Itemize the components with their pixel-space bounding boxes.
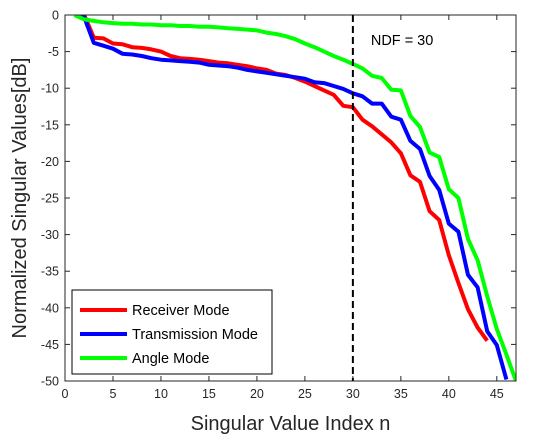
y-tick-label: -25	[41, 192, 59, 206]
y-tick-label: -50	[41, 375, 59, 389]
y-tick-label: -5	[48, 45, 59, 59]
legend-label-transmission-mode: Transmission Mode	[132, 327, 258, 343]
y-tick-label: -20	[41, 155, 59, 169]
y-tick-label: -15	[41, 118, 59, 132]
x-tick-label: 5	[110, 387, 117, 401]
ticks-layer: 0 5 10 15 20 25 30 35 40 45 0 -5 -10 -15 -20 -25 -30 -35 -…	[41, 9, 516, 401]
y-tick-label: -10	[41, 82, 59, 96]
series-line-transmission-mode	[74, 15, 509, 381]
x-tick-label: 20	[250, 387, 264, 401]
y-tick-label: -30	[41, 228, 59, 242]
y-tick-label: -45	[41, 338, 59, 352]
ndf-annotation: NDF = 30	[371, 33, 433, 49]
x-tick-label: 40	[442, 387, 456, 401]
y-axis-label: Normalized Singular Values[dB]	[9, 58, 31, 339]
x-axis-label: Singular Value Index n	[191, 413, 391, 435]
x-tick-label: 25	[298, 387, 312, 401]
x-tick-label: 35	[394, 387, 408, 401]
legend-label-receiver-mode: Receiver Mode	[132, 303, 230, 319]
series-layer	[73, 15, 516, 381]
legend: Receiver Mode Transmission Mode Angle Mo…	[71, 289, 273, 375]
x-tick-label: 15	[202, 387, 216, 401]
y-tick-label: -35	[41, 265, 59, 279]
y-tick-label: -40	[41, 301, 59, 315]
x-tick-label: 0	[62, 387, 69, 401]
legend-label-angle-mode: Angle Mode	[132, 351, 209, 367]
x-tick-label: 45	[490, 387, 504, 401]
x-tick-label: 30	[346, 387, 360, 401]
y-tick-label: 0	[52, 9, 59, 23]
x-tick-label: 10	[154, 387, 168, 401]
series-line-angle-mode	[73, 15, 516, 381]
